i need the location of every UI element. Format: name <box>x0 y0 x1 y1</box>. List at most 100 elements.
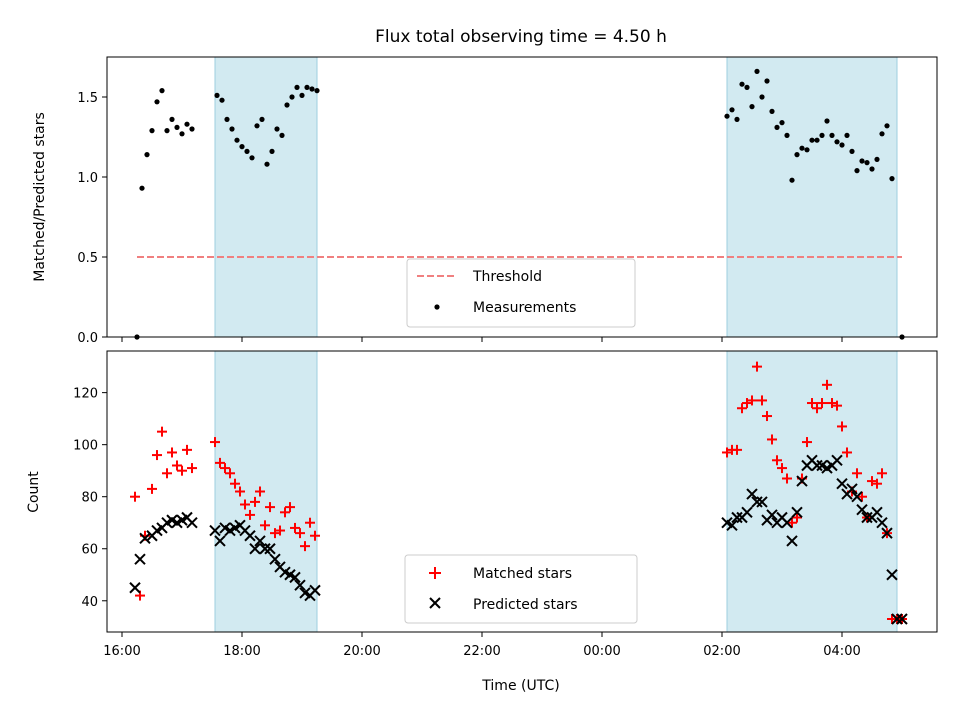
top-y-axis-label: Matched/Predicted stars <box>32 112 48 282</box>
matched-star-point <box>310 530 320 541</box>
measurement-point <box>724 113 730 119</box>
predicted-star-point <box>796 475 808 487</box>
predicted-star-point <box>791 506 803 519</box>
bottom-ytick-label: 120 <box>73 387 98 402</box>
measurement-point <box>269 148 275 154</box>
matched-star-point <box>255 486 265 497</box>
measurement-point <box>244 148 250 154</box>
measurement-point <box>229 126 235 132</box>
measurement-point <box>294 84 300 90</box>
matched-star-point <box>167 447 177 458</box>
measurement-point <box>179 131 185 137</box>
matched-star-point <box>235 486 245 497</box>
matched-star-point <box>245 509 255 520</box>
xtick-label: 22:00 <box>463 644 500 659</box>
top-legend-measurements-swatch <box>434 304 440 310</box>
measurement-point <box>794 152 800 158</box>
measurement-point <box>304 84 310 90</box>
measurement-point <box>804 147 810 153</box>
predicted-star-point <box>731 511 743 524</box>
predicted-star-point <box>244 530 256 542</box>
predicted-star-point <box>886 569 898 581</box>
matched-star-point <box>152 450 162 461</box>
matched-star-point <box>275 525 285 536</box>
matched-star-point <box>290 522 300 533</box>
bottom-legend: Matched stars Predicted stars <box>404 554 638 624</box>
matched-star-point <box>842 447 852 458</box>
top-legend-frame <box>406 258 636 328</box>
measurement-point <box>819 132 825 138</box>
predicted-star-point <box>871 506 883 519</box>
xtick-label: 02:00 <box>703 644 740 659</box>
bottom-legend-matched-label: Matched stars <box>473 566 572 582</box>
predicted-star-point <box>726 519 738 532</box>
matched-star-point <box>792 512 802 523</box>
matched-star-point <box>305 517 315 528</box>
measurement-point <box>849 148 855 154</box>
measurement-point <box>309 86 315 92</box>
matched-star-point <box>285 502 295 513</box>
matched-star-point <box>300 541 310 552</box>
bottom-x-axis-ticks: 16:00 18:00 20:00 22:00 00:00 02:00 04:00 <box>103 632 861 659</box>
measurement-point <box>869 166 875 172</box>
measurement-point <box>824 118 830 124</box>
predicted-star-point <box>129 582 141 594</box>
predicted-star-point <box>891 613 903 625</box>
measurement-point <box>174 124 180 130</box>
measurement-point <box>764 78 770 84</box>
measurement-point <box>189 126 195 132</box>
predicted-star-point <box>139 532 151 545</box>
matched-star-point <box>240 499 250 510</box>
top-y-axis-ticks: 0.0 0.5 1.0 1.5 <box>77 91 107 346</box>
matched-star-point <box>807 398 817 409</box>
bottom-legend-predicted-swatch <box>429 597 441 609</box>
measurement-point <box>809 137 815 143</box>
matched-star-point <box>832 400 842 411</box>
bottom-ytick-label: 80 <box>81 491 98 506</box>
measurement-point <box>864 160 870 166</box>
top-legend-measurements-label: Measurements <box>473 300 576 316</box>
predicted-star-point <box>741 506 753 519</box>
measurement-point <box>159 88 165 94</box>
matched-star-point <box>747 395 757 406</box>
measurement-point <box>149 128 155 134</box>
matched-star-point <box>757 395 767 406</box>
measurement-point <box>839 142 845 148</box>
measurement-point <box>224 116 230 122</box>
matched-star-point <box>220 463 230 474</box>
shaded-interval-1 <box>214 56 318 338</box>
top-legend-threshold-label: Threshold <box>472 269 542 285</box>
x-axis-label: Time (UTC) <box>481 678 559 694</box>
matched-star-point <box>280 507 290 518</box>
top-ytick-label: 1.0 <box>77 171 98 186</box>
matched-star-point <box>210 437 220 448</box>
matched-star-point <box>877 468 887 479</box>
top-ytick-label: 1.5 <box>77 91 98 106</box>
bottom-ytick-label: 40 <box>81 595 98 610</box>
measurement-point <box>779 120 785 126</box>
measurement-point <box>889 176 895 182</box>
matched-star-point <box>187 463 197 474</box>
measurement-point <box>859 158 865 164</box>
predicted-star-point <box>856 504 868 516</box>
matched-star-point <box>752 361 762 372</box>
predicted-star-point <box>756 496 768 508</box>
measurement-point <box>144 152 150 158</box>
measurement-point <box>169 116 175 122</box>
xtick-label: 18:00 <box>223 644 260 659</box>
measurement-point <box>784 132 790 138</box>
measurement-point <box>874 156 880 162</box>
matched-star-point <box>762 411 772 422</box>
measurement-point <box>834 139 840 145</box>
predicted-star-point <box>846 483 858 495</box>
measurement-point <box>739 81 745 87</box>
measurement-point <box>829 132 835 138</box>
predicted-star-point <box>786 535 798 547</box>
bottom-axes-frame <box>106 350 938 633</box>
measurement-point <box>734 116 740 122</box>
measurement-point <box>259 116 265 122</box>
top-panel: 0.0 0.5 1.0 1.5 Matched/Predicted stars Thr… <box>32 56 938 346</box>
measurement-point <box>884 123 890 129</box>
predicted-star-point <box>264 543 276 555</box>
